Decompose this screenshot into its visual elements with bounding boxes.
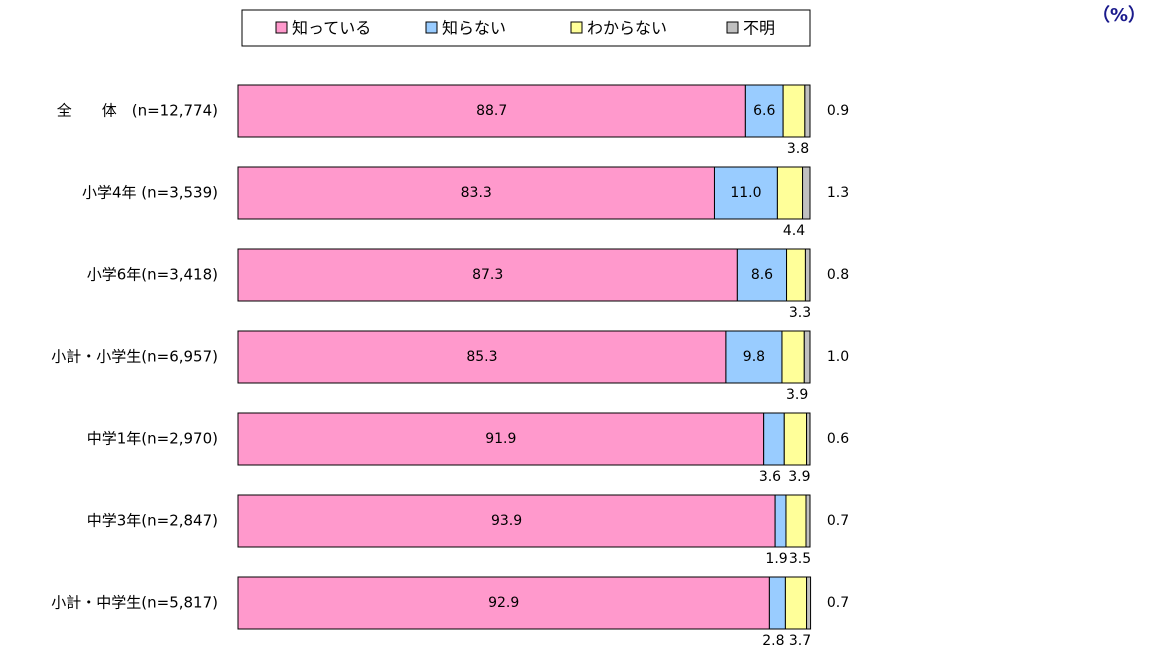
bar-segment [774,494,787,548]
value-label: 1.3 [827,185,849,201]
value-label: 1.9 [765,551,787,567]
bar-segment [806,412,811,466]
legend-label: 知らない [442,19,506,38]
value-label: 0.9 [827,103,849,119]
value-label: 3.9 [786,387,808,403]
value-label: 3.8 [787,141,809,157]
bar-segment [802,166,811,220]
category-label: 中学3年(n=2,847) [87,512,218,530]
bar-segment [237,166,715,220]
value-label: 0.7 [827,595,849,611]
legend-swatch [570,21,583,34]
category-label: 小学4年 (n=3,539) [82,184,218,202]
bar-segment [237,248,738,302]
value-label: 83.3 [461,185,492,201]
bar-segment [237,330,727,384]
value-label: 3.5 [789,551,811,567]
value-label: 0.8 [827,267,849,283]
value-label: 88.7 [476,103,507,119]
bar-segment [805,494,811,548]
category-label: 小計・小学生(n=6,957) [51,348,218,366]
category-label: 中学1年(n=2,970) [87,430,218,448]
category-label: 小計・中学生(n=5,817) [51,594,218,612]
legend-box [241,9,811,47]
value-label: 91.9 [485,431,516,447]
bar-segment [744,84,784,138]
value-label: 9.8 [743,349,765,365]
value-label: 8.6 [751,267,773,283]
bar-segment [763,412,785,466]
bar-segment [781,330,805,384]
bar-segment [776,166,804,220]
value-label: 2.8 [762,633,784,649]
legend-label: わからない [587,19,667,38]
bar-segment [736,248,788,302]
bar-segment [784,576,808,630]
bar-segment [804,84,811,138]
legend-swatch [726,21,739,34]
bar-segment [237,576,770,630]
bar-segment [804,248,811,302]
value-label: 4.4 [783,223,805,239]
value-label: 0.6 [827,431,849,447]
bar-segment [782,84,806,138]
bar-segment [803,330,811,384]
value-label: 3.9 [788,469,810,485]
bar-segment [725,330,783,384]
bar-segment [237,84,746,138]
value-label: 87.3 [472,267,503,283]
value-label: 85.3 [466,349,497,365]
value-label: 6.6 [753,103,775,119]
bar-segment [785,494,807,548]
legend-swatch [425,21,438,34]
value-label: 3.6 [759,469,781,485]
value-label: 11.0 [730,185,761,201]
bar-segment [237,412,765,466]
bar-segment [713,166,778,220]
bar-segment [783,412,808,466]
value-label: 92.9 [488,595,519,611]
unit-label: （%） [1092,5,1146,26]
legend-swatch [275,21,288,34]
value-label: 1.0 [827,349,849,365]
value-label: 3.7 [789,633,811,649]
value-label: 93.9 [491,513,522,529]
bar-segment [806,576,812,630]
bar-segment [786,248,806,302]
value-label: 0.7 [827,513,849,529]
category-label: 全 体 (n=12,774) [57,102,218,120]
bar-segment [768,576,786,630]
legend-label: 知っている [292,19,371,38]
value-label: 3.3 [789,305,811,321]
legend-label: 不明 [743,19,775,38]
category-label: 小学6年(n=3,418) [87,266,218,284]
